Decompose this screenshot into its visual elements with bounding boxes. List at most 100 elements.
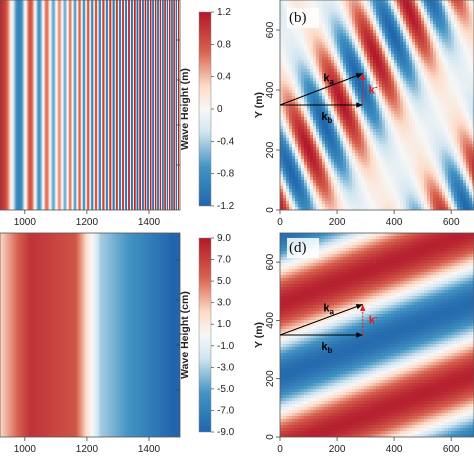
cell <box>304 150 308 154</box>
cell <box>361 51 365 55</box>
stripe <box>72 0 74 210</box>
cell <box>400 54 404 58</box>
band <box>54 233 56 437</box>
cell <box>328 3 332 7</box>
cell <box>283 165 287 169</box>
cell <box>439 75 443 79</box>
cell <box>424 162 428 166</box>
cell <box>460 0 464 4</box>
cell <box>334 9 338 13</box>
cell <box>370 39 374 43</box>
cell <box>406 141 410 145</box>
cell <box>385 51 389 55</box>
cell <box>349 120 353 124</box>
cell <box>424 174 428 178</box>
cell <box>454 198 458 202</box>
cell <box>316 66 320 70</box>
cell <box>340 54 344 58</box>
cell <box>445 30 449 34</box>
cell <box>379 60 383 64</box>
cell <box>466 108 470 112</box>
cell <box>463 108 467 112</box>
cell <box>340 108 344 112</box>
cell <box>331 174 335 178</box>
cell <box>340 105 344 109</box>
cell <box>373 171 377 175</box>
cell <box>460 78 464 82</box>
cell <box>403 111 407 115</box>
cell <box>403 39 407 43</box>
cell <box>430 0 434 4</box>
cell <box>379 57 383 61</box>
cell <box>286 27 290 31</box>
stripe <box>140 0 142 210</box>
cell <box>466 120 470 124</box>
cell <box>355 30 359 34</box>
cell <box>358 3 362 7</box>
stripe <box>157 0 159 210</box>
cell <box>403 192 407 196</box>
cell <box>451 72 455 76</box>
cell <box>472 111 474 115</box>
cell <box>460 72 464 76</box>
cell <box>463 87 467 91</box>
cell <box>433 90 437 94</box>
cell <box>355 174 359 178</box>
cell <box>376 27 380 31</box>
cell <box>415 120 419 124</box>
cell <box>286 117 290 121</box>
cell <box>403 114 407 118</box>
cell <box>340 81 344 85</box>
band <box>35 233 37 437</box>
cell <box>322 138 326 142</box>
cell <box>283 90 287 94</box>
cell <box>373 63 377 67</box>
cell <box>304 45 308 49</box>
cell <box>280 60 284 64</box>
cell <box>346 156 350 160</box>
cell <box>385 144 389 148</box>
cell <box>391 192 395 196</box>
cell <box>433 129 437 133</box>
cell <box>397 147 401 151</box>
cell <box>334 180 338 184</box>
cell <box>307 108 311 112</box>
stripe <box>96 0 98 210</box>
cell <box>316 3 320 7</box>
cell <box>427 150 431 154</box>
cell <box>316 204 320 208</box>
cell <box>346 12 350 16</box>
cell <box>319 132 323 136</box>
cell <box>313 183 317 187</box>
cell <box>442 45 446 49</box>
cell <box>445 141 449 145</box>
cell <box>445 198 449 202</box>
cell <box>361 123 365 127</box>
cell <box>310 33 314 37</box>
cell <box>304 81 308 85</box>
cell <box>322 60 326 64</box>
cell <box>340 93 344 97</box>
cell <box>352 138 356 142</box>
band <box>140 233 142 437</box>
cell <box>415 39 419 43</box>
cell <box>406 108 410 112</box>
cell <box>442 36 446 40</box>
cell <box>460 117 464 121</box>
cell <box>454 39 458 43</box>
cell <box>289 102 293 106</box>
cell <box>334 51 338 55</box>
cell <box>322 147 326 151</box>
cell <box>340 171 344 175</box>
cell <box>463 42 467 46</box>
cell <box>376 144 380 148</box>
cell <box>334 15 338 19</box>
cell <box>424 90 428 94</box>
cell <box>310 30 314 34</box>
cell <box>367 165 371 169</box>
cell <box>304 183 308 187</box>
cell <box>451 90 455 94</box>
cell <box>379 24 383 28</box>
cell <box>388 21 392 25</box>
cell <box>337 123 341 127</box>
